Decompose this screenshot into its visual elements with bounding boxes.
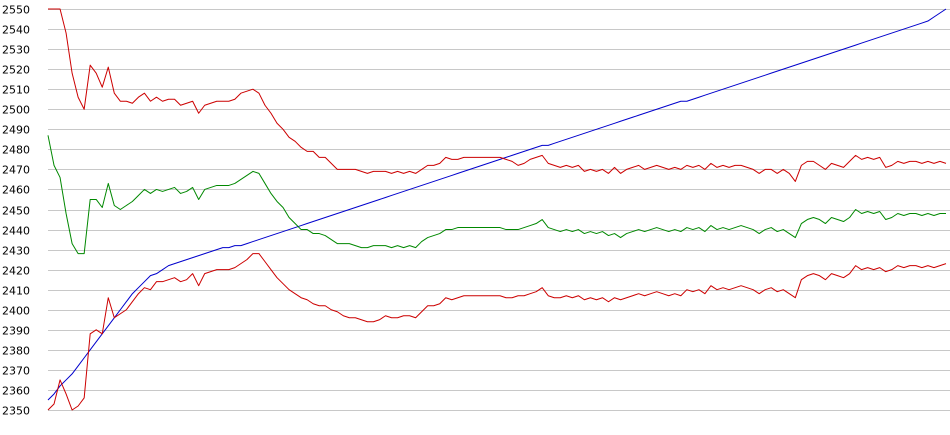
y-tick-label: 2460 <box>2 184 30 197</box>
y-tick-label: 2360 <box>2 385 30 398</box>
y-tick-label: 2500 <box>2 104 30 117</box>
series-line-2 <box>48 8 947 182</box>
y-tick-label: 2350 <box>2 405 30 418</box>
y-axis-tick-labels: 2350 2360 2370 2380 2390 2400 2410 2420 2430 2440… <box>2 4 30 418</box>
y-tick-label: 2370 <box>2 365 30 378</box>
y-tick-label: 2530 <box>2 44 30 57</box>
y-tick-label: 2510 <box>2 84 30 97</box>
y-tick-label: 2490 <box>2 124 30 137</box>
y-tick-label: 2480 <box>2 144 30 157</box>
y-tick-label: 2420 <box>2 265 30 278</box>
y-tick-label: 2450 <box>2 205 30 218</box>
y-tick-label: 2470 <box>2 164 30 177</box>
y-tick-label: 2550 <box>2 4 30 17</box>
series-line-1 <box>47 8 947 401</box>
y-tick-label: 2400 <box>2 305 30 318</box>
y-tick-label: 2520 <box>2 64 30 77</box>
y-tick-label: 2430 <box>2 245 30 258</box>
series-lines <box>47 8 947 411</box>
y-tick-label: 2390 <box>2 325 30 338</box>
y-tick-label: 2410 <box>2 285 30 298</box>
gridlines <box>48 9 950 411</box>
y-tick-label: 2440 <box>2 225 30 238</box>
series-line-4 <box>47 253 947 411</box>
y-tick-label: 2540 <box>2 24 30 37</box>
series-line-3 <box>47 135 946 255</box>
y-tick-label: 2380 <box>2 345 30 358</box>
